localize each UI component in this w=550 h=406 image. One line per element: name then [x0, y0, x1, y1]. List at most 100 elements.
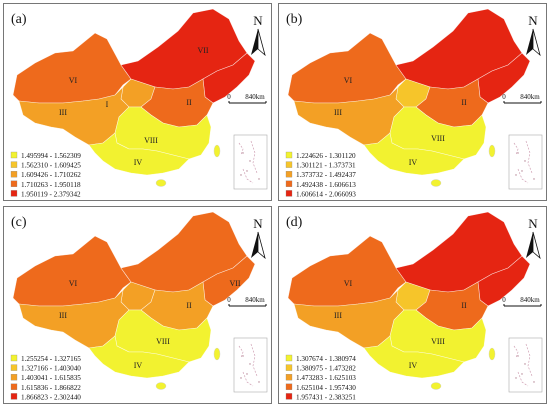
legend-swatch — [10, 354, 18, 362]
legend-entry: 1.950119 - 2.379342 — [21, 190, 81, 198]
scale-start: 0 — [502, 296, 506, 304]
china-map — [12, 8, 256, 187]
south-china-sea-inset — [233, 337, 268, 393]
legend-entry: 1.473283 - 1.625103 — [296, 374, 356, 382]
legend-entry: 1.606614 - 2.066093 — [296, 190, 356, 198]
region-label-iv: IV — [134, 361, 143, 370]
scale-end: 840km — [245, 296, 265, 304]
legend-entry: 1.327166 - 1.403040 — [21, 365, 81, 373]
scale-end: 840km — [520, 296, 540, 304]
region-label-iv: IV — [409, 361, 418, 370]
region-label-iii: III — [59, 108, 67, 117]
region-label-ii: II — [186, 98, 192, 107]
legend-swatch — [285, 151, 293, 159]
north-arrow-icon: N — [526, 216, 541, 260]
south-china-sea-inset — [508, 337, 543, 393]
legend-swatch — [285, 364, 293, 371]
region-iv — [88, 132, 190, 176]
legend-entry: 1.492438 - 1.606613 — [296, 181, 356, 189]
hainan-island — [155, 382, 167, 390]
scale-bar: 0 840km — [227, 296, 267, 307]
legend: 1.255254 - 1.327165 1.327166 - 1.403040 1.… — [10, 354, 81, 401]
legend-entry: 1.301121 - 1.373731 — [296, 162, 356, 170]
legend-swatch — [285, 354, 293, 362]
legend-swatch — [10, 161, 18, 168]
region-label-vi: VI — [69, 76, 78, 85]
taiwan-island — [488, 347, 496, 361]
legend-swatch — [10, 190, 18, 197]
region-iv — [88, 335, 190, 379]
legend-entry: 1.625104 - 1.957430 — [296, 384, 356, 392]
scale-end: 840km — [520, 93, 540, 101]
taiwan-island — [213, 144, 221, 158]
china-map — [12, 211, 256, 390]
north-arrow-icon: N — [251, 216, 266, 260]
legend-entry: 1.957431 - 2.383251 — [296, 393, 356, 401]
region-label-vi: VI — [69, 279, 78, 288]
taiwan-island — [213, 347, 221, 361]
hainan-island — [155, 179, 167, 187]
hainan-island — [430, 179, 442, 187]
region-iv — [363, 335, 465, 379]
legend-entry: 1.307674 - 1.380974 — [296, 355, 356, 363]
china-map — [287, 8, 531, 187]
north-label: N — [528, 13, 538, 28]
legend-swatch — [10, 151, 18, 159]
region-label-iii: III — [334, 108, 342, 117]
scale-end: 840km — [245, 93, 265, 101]
region-label-iv: IV — [134, 158, 143, 167]
region-label-ii: II — [461, 301, 467, 310]
legend-swatch — [285, 171, 293, 178]
panel-label: (c) — [11, 215, 27, 230]
scale-start: 0 — [502, 93, 506, 101]
legend-swatch — [285, 383, 293, 390]
legend-entry: 1.380975 - 1.473282 — [296, 365, 356, 373]
scale-bar: 0 840km — [502, 296, 542, 307]
legend-swatch — [285, 161, 293, 168]
scale-start: 0 — [227, 93, 231, 101]
legend-entry: 1.866823 - 2.302440 — [21, 393, 81, 401]
legend-entry: 1.495994 - 1.562309 — [21, 152, 81, 160]
legend-swatch — [10, 364, 18, 371]
legend-entry: 1.615836 - 1.866822 — [21, 384, 81, 392]
south-china-sea-inset — [508, 134, 543, 190]
region-label-viii: VIII — [431, 134, 445, 143]
region-label-vii: VII — [197, 46, 208, 55]
region-label-iii: III — [334, 311, 342, 320]
legend-entry: 1.609426 - 1.710262 — [21, 171, 81, 179]
region-iv — [363, 132, 465, 176]
region-label-i: I — [106, 100, 109, 109]
north-label: N — [253, 216, 263, 231]
region-label-vi: VI — [344, 279, 353, 288]
legend-swatch — [10, 393, 18, 400]
region-label-vi: VI — [344, 76, 353, 85]
hainan-island — [430, 382, 442, 390]
north-label: N — [528, 216, 538, 231]
region-label-vii: VII — [229, 279, 240, 288]
legend-swatch — [10, 383, 18, 390]
north-arrow-icon: N — [526, 13, 541, 57]
panel-label: (a) — [11, 12, 27, 27]
china-map — [287, 211, 531, 390]
legend-swatch — [285, 190, 293, 197]
legend-swatch — [285, 393, 293, 400]
taiwan-island — [488, 144, 496, 158]
legend-swatch — [10, 374, 18, 381]
legend-swatch — [10, 171, 18, 178]
legend-swatch — [285, 180, 293, 187]
region-label-viii: VIII — [431, 337, 445, 346]
scale-bar: 0 840km — [502, 93, 542, 104]
legend-entry: 1.255254 - 1.327165 — [21, 355, 81, 363]
south-china-sea-inset — [233, 134, 268, 190]
region-label-ii: II — [461, 98, 467, 107]
legend-swatch — [10, 180, 18, 187]
legend-entry: 1.373732 - 1.492437 — [296, 171, 356, 179]
